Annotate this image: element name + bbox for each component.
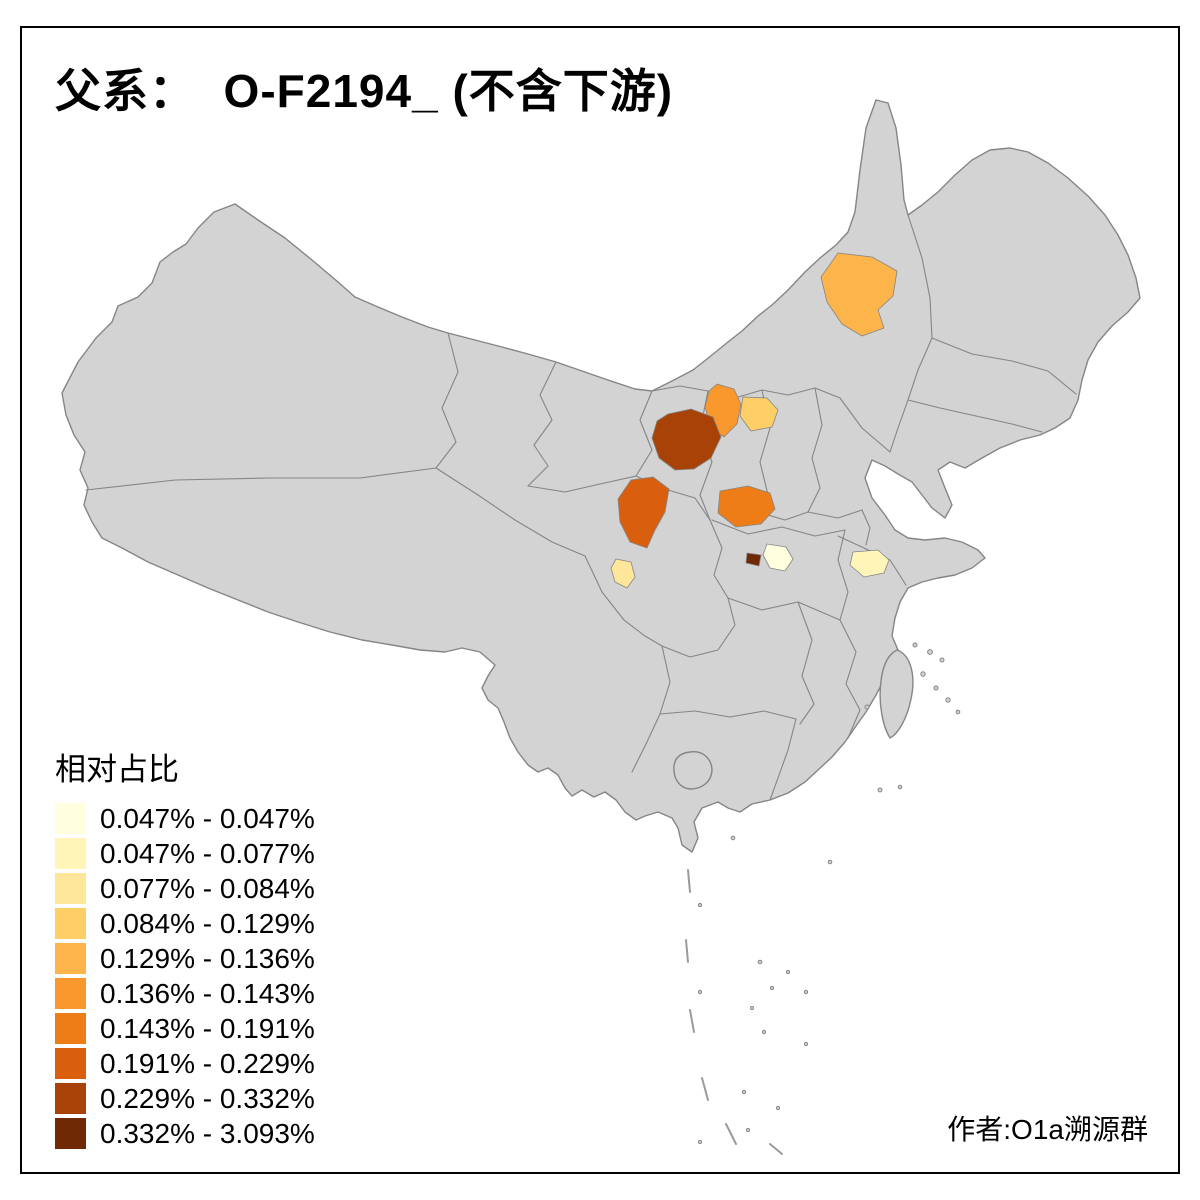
legend-title: 相对占比 [55,752,179,787]
map-region-chengdu-area [610,558,636,589]
page-title: 父系： O-F2194_ (不含下游) [55,65,674,117]
legend-item: 0.077% - 0.084% [55,873,315,904]
legend-label: 0.229% - 0.332% [100,1082,315,1114]
legend-label: 0.047% - 0.047% [100,802,315,834]
highlighted-regions [610,252,898,589]
map-region-north-shaanxi [739,396,779,432]
legend-label: 0.143% - 0.191% [100,1012,315,1044]
legend-swatch [55,803,86,834]
legend-label: 0.191% - 0.229% [100,1047,315,1079]
map-region-northwest-hubei [717,485,776,528]
legend-label: 0.084% - 0.129% [100,907,315,939]
legend-swatch [55,1048,86,1079]
legend-swatch [55,1083,86,1114]
legend-swatch [55,908,86,939]
legend-swatch [55,873,86,904]
author-credit: 作者:O1a溯源群 [947,1114,1148,1145]
legend-label: 0.047% - 0.077% [100,837,315,869]
legend-item: 0.143% - 0.191% [55,1013,315,1044]
legend: 相对占比 0.047% - 0.047% 0.047% - 0.077% 0.077… [55,744,315,1153]
legend-item: 0.136% - 0.143% [55,978,315,1009]
map-region-central-hubei-pale [762,543,794,572]
legend-swatch [55,943,86,974]
legend-item: 0.047% - 0.077% [55,838,315,869]
map-region-west-hubei-small [745,552,762,567]
legend-swatch [55,978,86,1009]
map-region-inner-mongolia-central [820,252,898,337]
map-region-south-shaanxi [617,476,670,549]
taiwan-island [879,649,914,739]
legend-item: 0.229% - 0.332% [55,1083,315,1114]
hainan-island [673,751,713,790]
legend-label: 0.129% - 0.136% [100,942,315,974]
legend-swatch [55,1118,86,1149]
legend-item: 0.332% - 3.093% [55,1118,315,1149]
south-china-sea-islands [685,835,833,1155]
legend-label: 0.077% - 0.084% [100,872,315,904]
legend-item: 0.191% - 0.229% [55,1048,315,1079]
map-region-southeast-gansu [651,408,722,471]
legend-label: 0.332% - 3.093% [100,1117,315,1149]
coastal-islets [864,642,961,793]
legend-item: 0.129% - 0.136% [55,943,315,974]
china-mainland [61,99,1141,853]
legend-items: 0.047% - 0.047% 0.047% - 0.077% 0.077% - 0… [55,803,315,1149]
legend-item: 0.084% - 0.129% [55,908,315,939]
legend-label: 0.136% - 0.143% [100,977,315,1009]
map-region-south-jiangsu [849,549,890,578]
legend-item: 0.047% - 0.047% [55,803,315,834]
legend-swatch [55,1013,86,1044]
legend-swatch [55,838,86,869]
